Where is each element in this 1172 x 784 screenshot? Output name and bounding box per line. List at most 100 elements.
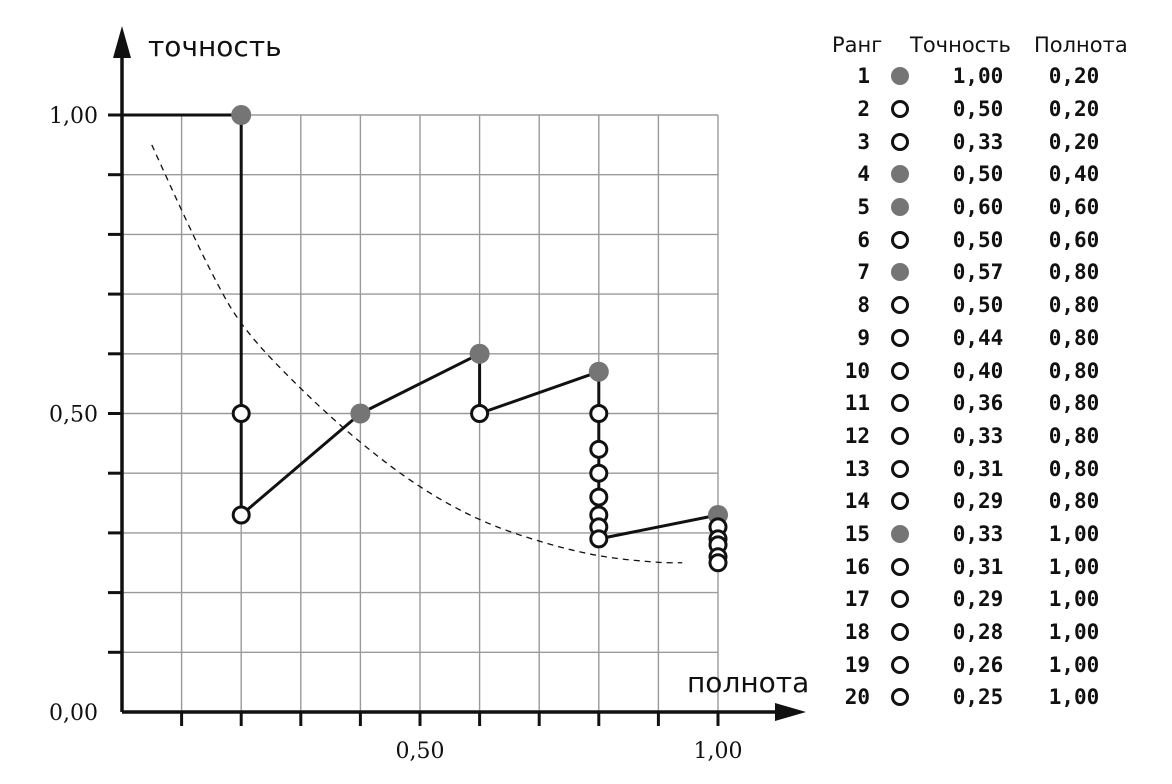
header-precision: Точность xyxy=(910,33,1011,57)
rank-cell: 2 xyxy=(857,97,870,122)
relevant-marker-icon xyxy=(891,524,909,543)
table-row: 12 0,33 0,80 xyxy=(826,420,1156,453)
table-row: 2 0,50 0,20 xyxy=(826,93,1156,126)
relevance-marker-cell xyxy=(880,524,920,543)
recall-cell: 1,00 xyxy=(1048,652,1100,677)
relevance-marker-cell xyxy=(880,394,920,413)
relevance-marker-cell xyxy=(880,459,920,478)
nonrelevant-marker-icon xyxy=(891,459,909,478)
precision-cell: 0,29 xyxy=(952,489,1004,514)
table-row: 3 0,33 0,20 xyxy=(826,125,1156,158)
nonrelevant-marker-icon xyxy=(891,623,909,642)
nonrelevant-marker-icon xyxy=(891,557,909,576)
nonrelevant-point xyxy=(470,404,490,423)
table-row: 14 0,29 0,80 xyxy=(826,485,1156,518)
recall-cell: 1,00 xyxy=(1048,587,1100,612)
table-row: 1 1,00 0,20 xyxy=(826,60,1156,93)
precision-cell: 0,40 xyxy=(952,358,1004,383)
rank-cell: 14 xyxy=(844,489,870,514)
relevance-marker-cell xyxy=(880,426,920,445)
nonrelevant-marker-icon xyxy=(891,655,909,674)
precision-cell: 0,29 xyxy=(952,587,1004,612)
relevance-marker-cell xyxy=(880,655,920,674)
relevance-marker-cell xyxy=(880,590,920,609)
precision-recall-chart: точность полнота 0,50 1,00 0,00 0,50 1,00 xyxy=(49,26,809,764)
recall-cell: 1,00 xyxy=(1048,620,1100,645)
rank-cell: 13 xyxy=(844,456,870,481)
x-tick-label: 1,00 xyxy=(694,739,743,764)
relevance-marker-cell xyxy=(880,296,920,315)
precision-cell: 0,28 xyxy=(952,620,1004,645)
precision-cell: 0,57 xyxy=(952,260,1004,285)
nonrelevant-marker-icon xyxy=(891,426,909,445)
relevant-marker-icon xyxy=(891,67,909,86)
relevant-point xyxy=(231,105,252,125)
rank-table: Ранг Точность Полнота 1 1,00 0,20 2 0,50 0,20… xyxy=(826,30,1156,714)
relevance-marker-cell xyxy=(880,198,920,217)
precision-cell: 0,25 xyxy=(952,685,1004,710)
precision-cell: 1,00 xyxy=(952,64,1004,89)
precision-cell: 0,33 xyxy=(952,129,1004,154)
nonrelevant-point xyxy=(589,404,609,423)
nonrelevant-marker-icon xyxy=(891,230,909,249)
relevance-marker-cell xyxy=(880,165,920,184)
recall-cell: 0,80 xyxy=(1048,489,1100,514)
table-row: 9 0,44 0,80 xyxy=(826,322,1156,355)
table-row: 11 0,36 0,80 xyxy=(826,387,1156,420)
relevance-marker-cell xyxy=(880,557,920,576)
rank-cell: 20 xyxy=(844,685,870,710)
nonrelevant-marker-icon xyxy=(891,328,909,347)
relevant-point xyxy=(588,361,609,382)
rank-cell: 7 xyxy=(857,260,870,285)
precision-cell: 0,31 xyxy=(952,554,1004,579)
relevance-marker-cell xyxy=(880,688,920,707)
relevance-marker-cell xyxy=(880,100,920,119)
table-row: 13 0,31 0,80 xyxy=(826,452,1156,485)
relevance-marker-cell xyxy=(880,623,920,642)
recall-cell: 0,40 xyxy=(1048,162,1100,187)
precision-cell: 0,26 xyxy=(952,652,1004,677)
relevant-point xyxy=(469,343,490,364)
x-axis-arrow xyxy=(775,703,806,721)
nonrelevant-marker-icon xyxy=(891,394,909,413)
nonrelevant-point xyxy=(589,529,609,549)
dashed-curve xyxy=(151,144,683,564)
rank-cell: 6 xyxy=(857,227,870,252)
relevance-marker-cell xyxy=(880,492,920,511)
precision-cell: 0,60 xyxy=(952,195,1004,220)
table-row: 19 0,26 1,00 xyxy=(826,648,1156,681)
table-row: 18 0,28 1,00 xyxy=(826,616,1156,649)
nonrelevant-marker-icon xyxy=(891,688,909,707)
recall-cell: 0,80 xyxy=(1048,293,1100,318)
dashed-trend-curve xyxy=(151,144,683,564)
rank-cell: 18 xyxy=(844,620,870,645)
recall-cell: 0,20 xyxy=(1048,64,1100,89)
table-row: 15 0,33 1,00 xyxy=(826,518,1156,551)
recall-cell: 0,60 xyxy=(1048,195,1100,220)
rank-cell: 3 xyxy=(857,129,870,154)
table-header: Ранг Точность Полнота xyxy=(826,30,1156,60)
recall-cell: 0,80 xyxy=(1048,423,1100,448)
precision-cell: 0,31 xyxy=(952,456,1004,481)
nonrelevant-point xyxy=(708,553,728,573)
header-rank: Ранг xyxy=(832,33,883,57)
recall-cell: 0,20 xyxy=(1048,129,1100,154)
nonrelevant-point xyxy=(231,505,251,525)
relevant-point xyxy=(350,403,371,424)
axes: точность полнота 0,50 1,00 0,00 0,50 1,00 xyxy=(49,26,809,764)
table-row: 17 0,29 1,00 xyxy=(826,583,1156,616)
nonrelevant-marker-icon xyxy=(891,296,909,315)
rank-cell: 11 xyxy=(844,391,870,416)
header-recall: Полнота xyxy=(1034,33,1128,57)
table-row: 10 0,40 0,80 xyxy=(826,354,1156,387)
nonrelevant-marker-icon xyxy=(891,361,909,380)
relevance-marker-cell xyxy=(880,132,920,151)
y-axis-arrow xyxy=(113,26,131,58)
grid xyxy=(122,114,719,712)
relevant-marker-icon xyxy=(891,198,909,217)
y-tick-label: 0,00 xyxy=(49,701,98,726)
rank-cell: 19 xyxy=(844,652,870,677)
nonrelevant-point xyxy=(589,439,609,459)
nonrelevant-marker-icon xyxy=(891,132,909,151)
table-row: 6 0,50 0,60 xyxy=(826,223,1156,256)
